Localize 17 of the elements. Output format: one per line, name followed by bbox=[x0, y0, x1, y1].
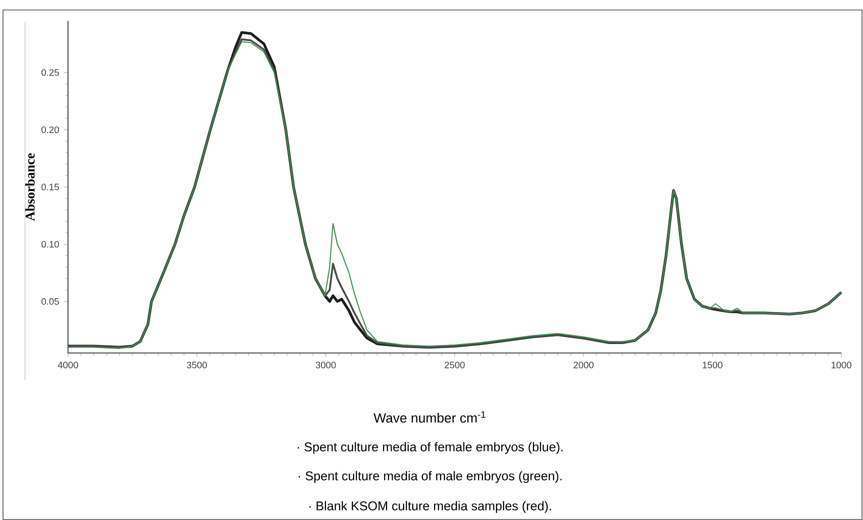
x-tick-label: 2500 bbox=[444, 362, 465, 368]
y-tick-label: 0.05 bbox=[41, 298, 59, 305]
x-tick-label: 4000 bbox=[58, 362, 78, 368]
y-axis-title: Absorbance bbox=[25, 153, 35, 221]
x-axis-title: Wave number cm$^{-1}$ bbox=[374, 411, 486, 423]
x-tick-label: 1000 bbox=[832, 362, 852, 368]
y-tick-label: 0.25 bbox=[41, 69, 59, 76]
x-tick-label: 3000 bbox=[316, 362, 336, 368]
text: · Spent culture media of female embryos (blue). bbox=[298, 442, 563, 454]
text: · Spent culture media of male embryos (green). bbox=[298, 471, 562, 483]
y-tick-label: 0.20 bbox=[41, 126, 59, 134]
x-tick-label: 1500 bbox=[702, 362, 722, 368]
x-tick-label: 2000 bbox=[574, 362, 594, 368]
y-tick-label: 0.10 bbox=[41, 240, 59, 248]
x-tick-label: 3500 bbox=[186, 362, 207, 368]
text: · Blank KSOM culture media samples (red). bbox=[309, 501, 551, 513]
y-tick-label: 0.15 bbox=[41, 184, 59, 190]
